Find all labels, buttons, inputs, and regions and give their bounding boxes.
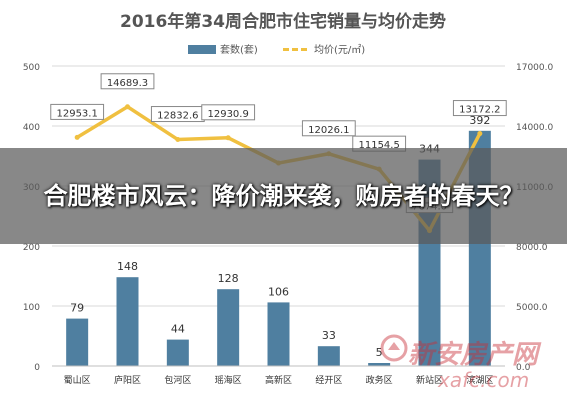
x-tick-label: 政务区: [366, 374, 393, 386]
price-value-label: 13172.2: [459, 105, 500, 116]
watermark-logo-icon: [380, 334, 408, 362]
y-right-tick-label: 5000.0: [516, 303, 548, 313]
price-label-box: [301, 120, 356, 137]
y-left-tick-label: 500: [23, 63, 40, 73]
x-tick-label: 蜀山区: [64, 375, 91, 386]
bar: [166, 339, 189, 366]
bar: [66, 318, 89, 366]
price-value-label: 11154.5: [358, 140, 399, 151]
price-label-box: [100, 73, 155, 90]
x-tick-label: 庐阳区: [114, 374, 141, 386]
headline-banner: 合肥楼市风云：降价潮来袭，购房者的春天？: [0, 148, 567, 244]
legend: 套数(套) 均价(元/㎡): [188, 43, 365, 56]
watermark-sub: xafc.com: [438, 368, 530, 392]
bar-value-label: 5: [376, 346, 383, 359]
y-left-tick-label: 100: [23, 303, 40, 313]
x-tick-label: 高新区: [265, 374, 292, 386]
y-right-tick-label: 8000.0: [516, 243, 548, 253]
bar: [116, 277, 139, 366]
bar-value-label: 128: [218, 272, 239, 285]
price-value-label: 12026.1: [308, 125, 349, 136]
bar: [368, 363, 391, 366]
price-value-label: 12953.1: [56, 108, 97, 119]
headline-text: 合肥楼市风云：降价潮来袭，购房者的春天？: [43, 182, 524, 210]
x-tick-label: 新站区: [416, 374, 443, 386]
x-tick-label: 滨湖区: [466, 374, 493, 386]
y-left-tick-label: 400: [23, 123, 40, 133]
watermark: 新安房产网 xafc.com: [378, 330, 567, 400]
y-left-tick-label: 200: [23, 243, 40, 253]
price-point: [74, 134, 80, 140]
price-value-label: 12832.6: [157, 111, 198, 122]
legend-bar-label: 套数(套): [220, 43, 258, 56]
price-label-box: [50, 103, 105, 120]
price-label-box: [452, 100, 507, 117]
price-point: [125, 104, 130, 110]
legend-bar-swatch: [188, 45, 216, 54]
bar-value-label: 148: [117, 260, 138, 273]
y-right-tick-label: 14000.0: [516, 123, 553, 133]
x-tick-label: 瑶海区: [215, 374, 242, 386]
bar-value-label: 106: [268, 285, 289, 298]
price-value-label: 12930.9: [207, 109, 248, 120]
bar: [317, 346, 340, 366]
x-tick-label: 经开区: [315, 374, 342, 386]
watermark-main: 新安房产网: [408, 340, 539, 370]
bar: [217, 289, 240, 366]
y-right-tick-label: 0.0: [516, 363, 531, 373]
y-right-tick-label: 17000.0: [516, 63, 553, 73]
bar-value-labels: 7914844128106335344392: [70, 114, 490, 359]
price-point: [175, 137, 181, 143]
x-tick-label: 包河区: [164, 374, 191, 386]
y-left-tick-label: 0: [34, 363, 40, 373]
bar-value-label: 44: [171, 323, 185, 336]
bar: [267, 302, 290, 366]
bar-value-label: 79: [70, 302, 84, 315]
price-point: [225, 135, 231, 141]
bar-value-label: 33: [322, 329, 336, 342]
x-axis: 蜀山区 庐阳区 包河区 瑶海区 高新区 经开区 政务区 新站区 滨湖区: [52, 365, 505, 386]
legend-line-label: 均价(元/㎡): [314, 44, 365, 56]
price-label-box: [201, 104, 256, 121]
price-point: [477, 131, 483, 137]
bar-value-label: 392: [469, 114, 490, 127]
price-value-label: 14689.3: [107, 78, 148, 89]
chart-title: 2016年第34周合肥市住宅销量与均价走势: [120, 11, 446, 32]
